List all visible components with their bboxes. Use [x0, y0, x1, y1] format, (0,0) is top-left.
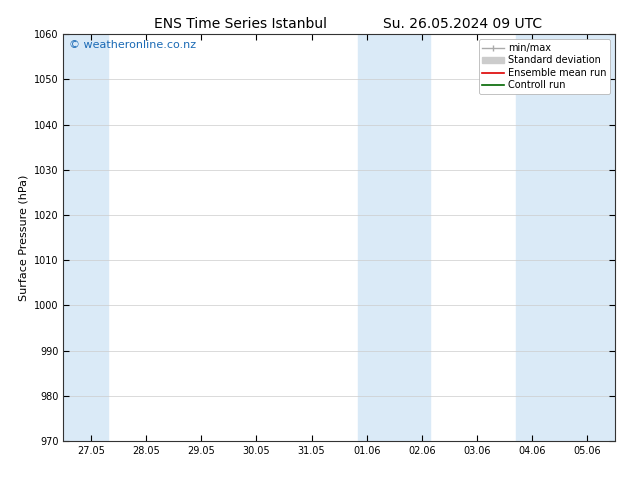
Bar: [63, 34, 108, 441]
Text: © weatheronline.co.nz: © weatheronline.co.nz: [69, 40, 196, 50]
Bar: [515, 34, 615, 441]
Bar: [358, 34, 430, 441]
Y-axis label: Surface Pressure (hPa): Surface Pressure (hPa): [18, 174, 29, 301]
Legend: min/max, Standard deviation, Ensemble mean run, Controll run: min/max, Standard deviation, Ensemble me…: [479, 39, 610, 94]
Text: Su. 26.05.2024 09 UTC: Su. 26.05.2024 09 UTC: [384, 17, 542, 31]
Text: ENS Time Series Istanbul: ENS Time Series Istanbul: [155, 17, 327, 31]
